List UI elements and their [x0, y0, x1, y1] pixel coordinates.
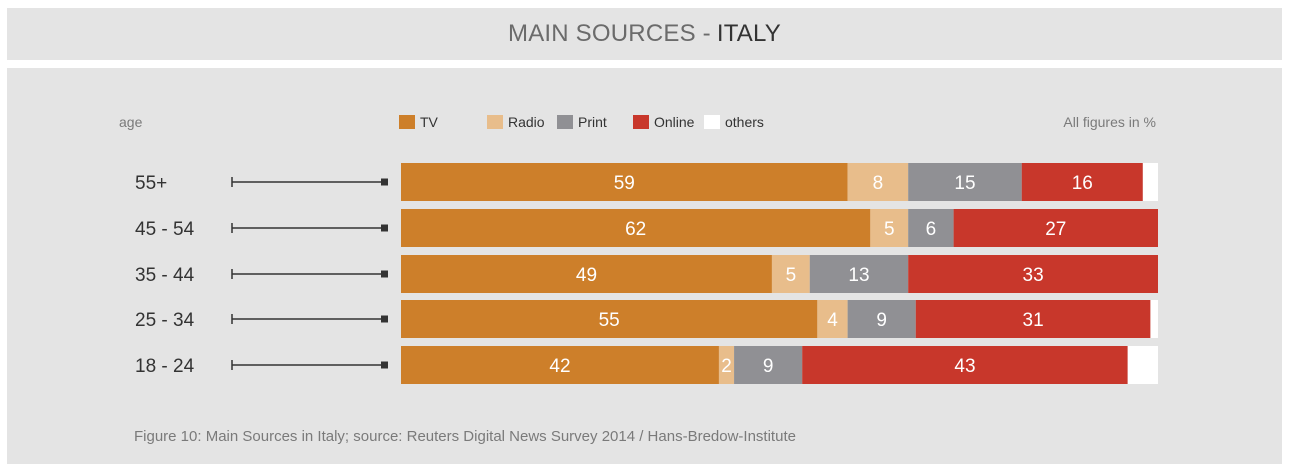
data-label-radio: 5 — [786, 265, 797, 286]
leader-end-marker — [381, 178, 388, 186]
bar-tv — [401, 163, 848, 201]
legend-swatch-others — [704, 115, 720, 129]
bar-print — [847, 300, 916, 338]
leader-end-marker — [381, 270, 388, 278]
unit-note: All figures in % — [1063, 114, 1156, 130]
bar-print — [734, 346, 803, 384]
bar-radio — [718, 346, 735, 384]
bar-others — [1127, 346, 1158, 384]
legend-swatch-tv — [399, 115, 415, 129]
bar-print — [809, 255, 909, 293]
leader-end-marker — [381, 361, 388, 369]
data-label-radio: 2 — [721, 356, 732, 377]
bar-radio — [847, 163, 909, 201]
figure-caption: Figure 10: Main Sources in Italy; source… — [134, 428, 796, 445]
data-label-tv: 59 — [614, 173, 635, 194]
leader-end-marker — [381, 315, 388, 323]
legend-label-radio: Radio — [508, 114, 545, 130]
data-label-tv: 55 — [599, 310, 620, 331]
chart-title-prefix: MAIN SOURCES - — [508, 20, 711, 47]
data-label-print: 13 — [848, 265, 869, 286]
data-label-radio: 4 — [827, 310, 838, 331]
data-label-online: 43 — [954, 356, 975, 377]
bar-online — [908, 255, 1158, 293]
data-label-online: 27 — [1045, 219, 1066, 240]
data-label-online: 31 — [1023, 310, 1044, 331]
category-label-35-44: 35 - 44 — [135, 265, 195, 286]
bar-radio — [771, 255, 810, 293]
stacked-bar-chart: age All figures in % TV Radio Print Online oth… — [119, 114, 1158, 384]
data-label-online: 33 — [1023, 265, 1044, 286]
data-label-radio: 5 — [884, 219, 895, 240]
bar-tv — [401, 346, 719, 384]
data-label-tv: 49 — [576, 265, 597, 286]
bar-tv — [401, 209, 871, 247]
legend-label-online: Online — [654, 114, 695, 130]
data-label-print: 9 — [876, 310, 887, 331]
bar-tv — [401, 255, 772, 293]
bar-online — [802, 346, 1128, 384]
legend-swatch-radio — [487, 115, 503, 129]
chart-title-bar: MAIN SOURCES - ITALY — [7, 8, 1282, 60]
bar-radio — [817, 300, 848, 338]
data-label-print: 15 — [954, 173, 975, 194]
data-label-radio: 8 — [873, 173, 884, 194]
legend-swatch-print — [557, 115, 573, 129]
leader-end-marker — [381, 224, 388, 232]
data-label-print: 9 — [763, 356, 774, 377]
category-label-18-24: 18 - 24 — [135, 356, 195, 377]
bar-radio — [870, 209, 909, 247]
bar-tv — [401, 300, 818, 338]
bar-others — [1150, 300, 1158, 338]
bar-online — [1021, 163, 1143, 201]
bar-others — [1142, 163, 1158, 201]
bar-print — [908, 209, 954, 247]
legend-label-tv: TV — [420, 114, 439, 130]
y-axis-title: age — [119, 114, 143, 130]
chart-panel: age All figures in % TV Radio Print Online oth… — [7, 68, 1282, 464]
legend-label-others: others — [725, 114, 764, 130]
category-label-25-34: 25 - 34 — [135, 310, 195, 331]
legend-label-print: Print — [578, 114, 607, 130]
bar-online — [953, 209, 1158, 247]
data-label-tv: 42 — [549, 356, 570, 377]
category-label-55: 55+ — [135, 173, 167, 194]
category-label-45-54: 45 - 54 — [135, 219, 195, 240]
bar-print — [908, 163, 1022, 201]
data-label-print: 6 — [926, 219, 937, 240]
data-label-tv: 62 — [625, 219, 646, 240]
data-label-online: 16 — [1072, 173, 1093, 194]
legend-swatch-online — [633, 115, 649, 129]
chart-title-country: ITALY — [716, 20, 781, 47]
bar-online — [915, 300, 1151, 338]
